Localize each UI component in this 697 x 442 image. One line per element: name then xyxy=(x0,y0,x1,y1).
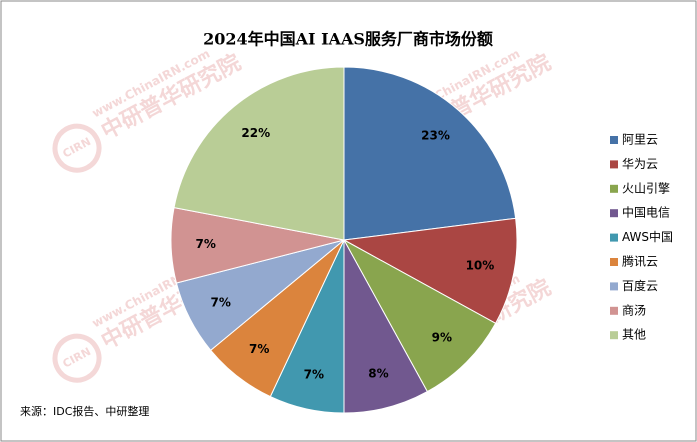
legend-swatch xyxy=(610,306,618,315)
watermark-logo-ring xyxy=(52,123,102,173)
legend-label: 中国电信 xyxy=(622,205,670,220)
pie-slice xyxy=(342,217,518,325)
legend-swatch xyxy=(610,258,618,266)
pie-slice xyxy=(173,66,345,241)
data-label: 7% xyxy=(210,295,230,309)
legend-label: 火山引擎 xyxy=(622,180,670,195)
legend-swatch xyxy=(610,233,618,242)
legend-swatch xyxy=(610,209,618,218)
data-label: 23% xyxy=(421,129,450,143)
data-label: 7% xyxy=(249,342,269,356)
data-label: 7% xyxy=(304,368,324,382)
legend-label: 其他 xyxy=(622,328,646,342)
chart-title: 2024年中国AI IAAS服务厂商市场份额 xyxy=(203,30,493,49)
data-label: 9% xyxy=(432,330,452,344)
legend-swatch xyxy=(610,282,618,291)
legend-label: 百度云 xyxy=(622,278,658,293)
data-label: 22% xyxy=(241,126,270,140)
legend-label: 阿里云 xyxy=(622,133,658,147)
data-label: 8% xyxy=(368,367,388,381)
legend-swatch xyxy=(610,160,618,169)
legend-swatch xyxy=(610,136,618,144)
legend-label: 腾讯云 xyxy=(622,254,658,269)
legend-swatch xyxy=(610,184,618,193)
legend-label: 华为云 xyxy=(622,157,658,171)
data-label: 7% xyxy=(195,237,215,251)
pie-slice xyxy=(342,238,497,393)
pie-slice xyxy=(343,66,517,241)
source-note: 来源：IDC报告、中研整理 xyxy=(20,404,149,418)
legend-swatch xyxy=(610,331,618,340)
data-label: 10% xyxy=(466,258,495,272)
watermark-logo-ring xyxy=(52,333,102,383)
legend-label: AWS中国 xyxy=(622,229,673,244)
legend-label: 商汤 xyxy=(622,302,646,317)
